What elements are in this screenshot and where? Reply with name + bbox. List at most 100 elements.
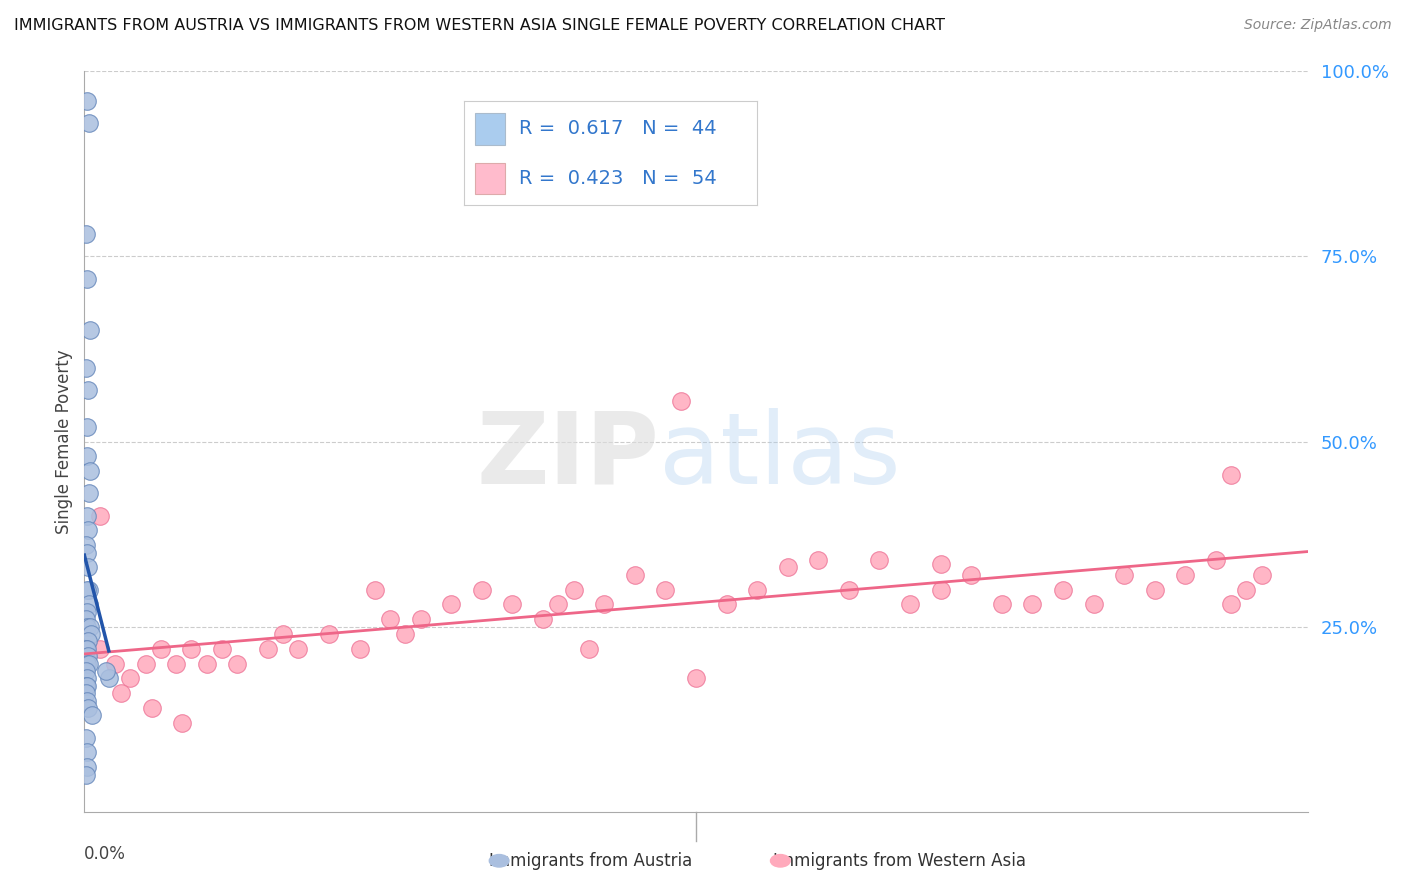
Point [180, 641, 202, 656]
Point [97, 672, 120, 686]
Point [75, 767, 97, 781]
Point [75, 664, 97, 678]
Point [75, 612, 97, 626]
Text: Immigrants from Western Asia: Immigrants from Western Asia [773, 852, 1026, 870]
Point [76, 508, 98, 523]
Point [76, 701, 98, 715]
Point [76, 657, 98, 671]
Point [271, 627, 294, 641]
Point [898, 598, 921, 612]
Point [75, 731, 97, 745]
Point [76, 582, 98, 597]
Point [991, 598, 1014, 612]
Point [531, 612, 554, 626]
Point [75, 227, 97, 242]
Point [76, 672, 98, 686]
Point [76, 619, 98, 633]
Point [77, 383, 100, 397]
Point [76, 546, 98, 560]
Point [75, 538, 97, 552]
Point [685, 672, 707, 686]
Point [226, 657, 249, 671]
Text: 0.0%: 0.0% [84, 845, 127, 863]
Point [1220, 467, 1243, 482]
Point [1250, 567, 1272, 582]
Point [409, 612, 432, 626]
Text: Source: ZipAtlas.com: Source: ZipAtlas.com [1244, 18, 1392, 32]
Point [1236, 582, 1258, 597]
Point [141, 701, 163, 715]
Point [394, 627, 416, 641]
Text: ZIP: ZIP [477, 408, 659, 505]
Point [77, 657, 100, 671]
Point [76, 94, 98, 108]
Point [77, 598, 100, 612]
Point [77, 486, 100, 500]
Point [869, 553, 891, 567]
Point [578, 641, 600, 656]
Text: IMMIGRANTS FROM AUSTRIA VS IMMIGRANTS FROM WESTERN ASIA SINGLE FEMALE POVERTY CO: IMMIGRANTS FROM AUSTRIA VS IMMIGRANTS FR… [14, 18, 945, 33]
Point [1220, 598, 1243, 612]
Point [80, 708, 103, 723]
Point [1021, 598, 1043, 612]
Point [77, 634, 100, 648]
Point [77, 560, 100, 574]
Point [77, 116, 100, 130]
Y-axis label: Single Female Poverty: Single Female Poverty [55, 350, 73, 533]
Point [318, 627, 340, 641]
Point [716, 598, 738, 612]
Point [380, 612, 402, 626]
Point [80, 627, 103, 641]
Point [76, 450, 98, 464]
Point [135, 657, 157, 671]
Point [1052, 582, 1074, 597]
Point [440, 598, 463, 612]
Point [76, 694, 98, 708]
Point [1083, 598, 1105, 612]
Point [76, 649, 98, 664]
Point [1143, 582, 1166, 597]
Point [929, 582, 952, 597]
Point [960, 567, 983, 582]
Point [547, 598, 569, 612]
Point [110, 686, 132, 700]
Point [76, 679, 98, 693]
Point [1114, 567, 1136, 582]
Point [1174, 567, 1197, 582]
Point [257, 641, 280, 656]
Point [471, 582, 494, 597]
Point [349, 641, 371, 656]
Point [76, 419, 98, 434]
Point [195, 657, 218, 671]
Point [79, 619, 101, 633]
Text: Immigrants from Austria: Immigrants from Austria [489, 852, 692, 870]
Point [76, 605, 98, 619]
Point [502, 598, 524, 612]
Point [807, 553, 830, 567]
Point [76, 641, 98, 656]
Point [76, 524, 98, 538]
Point [75, 641, 97, 656]
Point [104, 657, 127, 671]
Point [149, 641, 172, 656]
Point [838, 582, 860, 597]
Point [1205, 553, 1227, 567]
Point [120, 672, 142, 686]
Point [669, 393, 692, 408]
Point [172, 715, 194, 730]
Point [79, 464, 101, 478]
Point [75, 686, 97, 700]
Point [287, 641, 309, 656]
Point [654, 582, 676, 597]
Point [562, 582, 585, 597]
Point [364, 582, 387, 597]
Point [165, 657, 187, 671]
Text: atlas: atlas [659, 408, 901, 505]
Point [624, 567, 647, 582]
Point [593, 598, 616, 612]
Point [776, 560, 799, 574]
Point [76, 271, 98, 285]
Point [75, 360, 97, 375]
Point [75, 679, 97, 693]
Point [929, 557, 952, 571]
